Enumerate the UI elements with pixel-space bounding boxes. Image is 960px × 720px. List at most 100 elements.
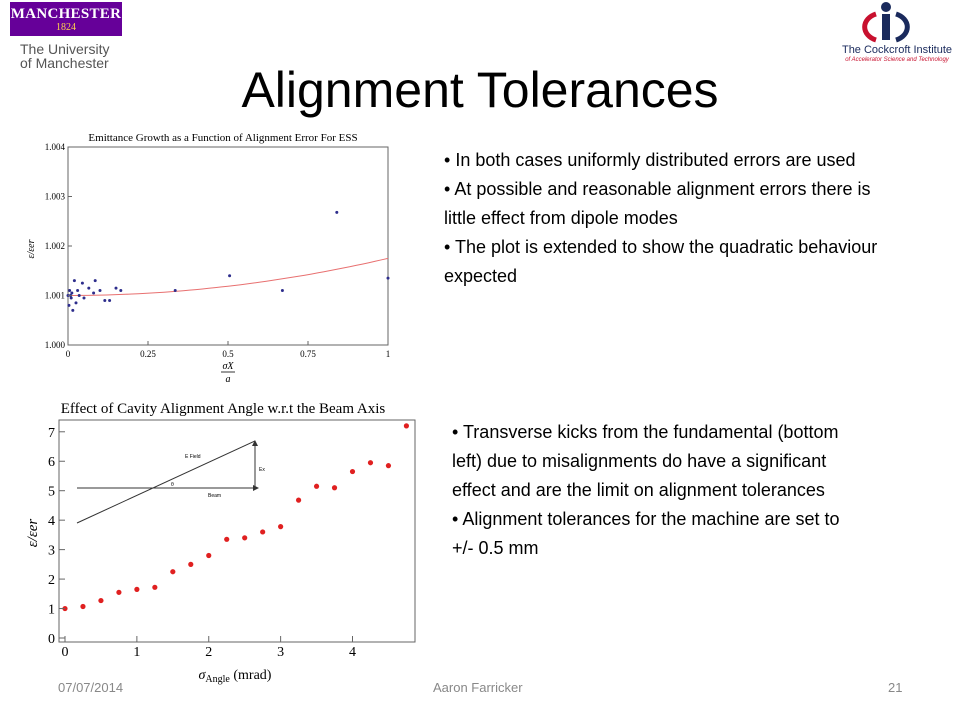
data-point xyxy=(98,597,104,604)
bullet-list-top: In both cases uniformly distributed erro… xyxy=(444,146,904,291)
bullet-item: Transverse kicks from the fundamental (b… xyxy=(452,418,862,505)
y-tick-label: 0 xyxy=(48,632,55,647)
data-point xyxy=(74,301,78,305)
data-point xyxy=(188,561,194,567)
bullet-item: Alignment tolerances for the machine are… xyxy=(452,505,862,563)
field-diagram-inset: E Field Beam θ Ex xyxy=(76,440,265,524)
x-tick-label: 0 xyxy=(62,645,69,660)
data-point xyxy=(260,529,266,535)
alignment-angle-plot: Effect of Cavity Alignment Angle w.r.t t… xyxy=(25,395,420,692)
y-tick-label: 6 xyxy=(48,455,55,470)
bullet-item: In both cases uniformly distributed erro… xyxy=(444,146,904,175)
x-tick-label: 0 xyxy=(66,349,71,359)
inset-angle-label: θ xyxy=(171,482,174,488)
x-tick-label: 3 xyxy=(277,645,284,660)
data-point xyxy=(224,536,230,542)
logo-manchester-year: 1824 xyxy=(56,22,76,33)
x-axis-label-unit: (mrad) xyxy=(230,668,272,683)
cockcroft-mark-icon xyxy=(862,2,910,43)
y-tick-label: 1.002 xyxy=(45,241,65,251)
data-point xyxy=(92,291,96,295)
data-point xyxy=(228,274,232,278)
emittance-plot: Emittance Growth as a Function of Alignm… xyxy=(25,125,397,392)
inset-component-label: Ex xyxy=(259,467,265,473)
logo-manchester-line2: of Manchester xyxy=(20,55,109,71)
logo-manchester-name: MANCHESTER xyxy=(10,6,122,22)
data-point xyxy=(386,276,390,280)
x-tick-label: 0.5 xyxy=(222,349,234,359)
data-point xyxy=(98,289,102,293)
x-axis-label-symbol: σ xyxy=(199,668,207,683)
x-axis-label-numerator: σX xyxy=(222,361,234,372)
y-tick-label: 1 xyxy=(48,603,55,618)
x-tick-label: 2 xyxy=(205,645,212,660)
data-point xyxy=(87,286,91,290)
data-point xyxy=(103,298,107,302)
university-of-manchester-logo: MANCHESTER 1824 The University of Manche… xyxy=(10,2,122,70)
data-point xyxy=(93,279,97,283)
data-point xyxy=(67,303,71,307)
data-point xyxy=(278,524,284,530)
data-point xyxy=(280,289,284,293)
logo-cockcroft-tagline: of Accelerator Science and Technology xyxy=(845,57,949,63)
chart-frame xyxy=(67,146,389,346)
x-tick-label: 0.25 xyxy=(140,349,156,359)
inset-beam-label: Beam xyxy=(208,493,221,499)
y-tick-label: 7 xyxy=(48,426,55,441)
data-point xyxy=(242,535,248,541)
manchester-badge: MANCHESTER 1824 xyxy=(10,2,122,36)
data-point xyxy=(385,463,392,469)
y-tick-label: 1.000 xyxy=(45,340,66,350)
chart-title: Effect of Cavity Alignment Angle w.r.t t… xyxy=(61,401,386,417)
data-point xyxy=(367,460,374,466)
bullet-list-bottom: Transverse kicks from the fundamental (b… xyxy=(452,418,862,563)
data-point xyxy=(76,289,80,293)
data-point xyxy=(206,552,212,559)
data-point xyxy=(108,298,112,302)
logo-manchester-line1: The University xyxy=(20,41,110,57)
data-point xyxy=(71,308,75,312)
alignment-angle-chart: Effect of Cavity Alignment Angle w.r.t t… xyxy=(25,401,416,685)
data-point xyxy=(349,468,356,475)
y-tick-label: 2 xyxy=(48,573,55,588)
x-tick-label: 4 xyxy=(349,645,356,660)
data-point xyxy=(77,294,81,297)
data-point xyxy=(82,296,86,300)
y-tick-label: 1.004 xyxy=(45,142,66,152)
y-tick-label: 4 xyxy=(48,514,55,529)
y-tick-label: 1.001 xyxy=(45,291,65,301)
data-point xyxy=(170,569,176,575)
logo-cockcroft-name: The Cockcroft Institute xyxy=(841,44,953,56)
data-point xyxy=(313,483,320,489)
data-point xyxy=(68,289,72,293)
y-axis-label: ε/εer xyxy=(26,239,37,258)
emittance-chart: Emittance Growth as a Function of Alignm… xyxy=(26,132,391,385)
data-point xyxy=(69,296,73,300)
data-point xyxy=(80,281,84,285)
y-tick-label: 1.003 xyxy=(45,192,66,202)
bullet-item: At possible and reasonable alignment err… xyxy=(444,175,904,233)
inset-field-label: E Field xyxy=(185,454,201,460)
data-point xyxy=(331,485,338,491)
data-point xyxy=(70,291,74,295)
cockcroft-institute-logo: The Cockcroft Institute of Accelerator S… xyxy=(834,0,960,70)
x-axis-label-denominator: a xyxy=(226,374,231,385)
data-point xyxy=(119,289,123,293)
y-axis-label: ε/εer xyxy=(25,519,41,548)
x-tick-label: 1 xyxy=(386,349,391,359)
x-tick-label: 1 xyxy=(133,645,140,660)
data-point xyxy=(335,210,339,214)
y-tick-label: 3 xyxy=(48,544,55,559)
data-point xyxy=(114,286,118,290)
data-point xyxy=(72,279,76,283)
chart-title: Emittance Growth as a Function of Alignm… xyxy=(88,132,357,144)
data-point xyxy=(173,289,177,293)
data-point xyxy=(403,423,410,429)
slide-number: 21 xyxy=(888,680,903,695)
data-point xyxy=(152,584,158,590)
data-point xyxy=(295,497,302,503)
footer-date: 07/07/2014 xyxy=(58,680,124,695)
slide-title: Alignment Tolerances xyxy=(241,62,719,118)
bullet-item: The plot is extended to show the quadrat… xyxy=(444,233,904,291)
x-axis-label: σAngle (mrad) xyxy=(199,668,272,685)
